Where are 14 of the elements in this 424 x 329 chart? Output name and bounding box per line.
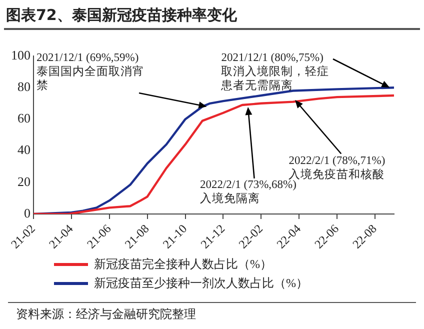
y-tick-label: 80 xyxy=(18,79,30,94)
y-tick-label: 40 xyxy=(18,142,30,158)
annotation: 2022/2/1 (78%,71%)入境免疫苗和核酸 xyxy=(288,154,386,181)
y-tick-label: 100 xyxy=(11,47,30,62)
y-tick-label: 60 xyxy=(18,110,30,126)
y-tick-label: 20 xyxy=(18,174,30,189)
text: 资料来源：经济与金融研究院整理 xyxy=(16,306,196,323)
annotation: 2021/12/1 (69%,59%)泰国国内全面取消宵禁 xyxy=(36,51,144,93)
chart-title: 图表72、泰国新冠疫苗接种率变化 xyxy=(6,6,237,25)
annotation: 2021/12/1 (80%,75%)取消入境限制，轻症患者无需隔离 xyxy=(221,51,330,93)
legend-label: 新冠疫苗至少接种一剂次人数占比（%） xyxy=(94,275,308,292)
y-tick-label: 0 xyxy=(24,205,30,220)
legend-label: 新冠疫苗完全接种人数占比（%） xyxy=(94,256,272,273)
annotation: 2022/2/1 (73%,68%)入境免隔离 xyxy=(200,178,296,206)
